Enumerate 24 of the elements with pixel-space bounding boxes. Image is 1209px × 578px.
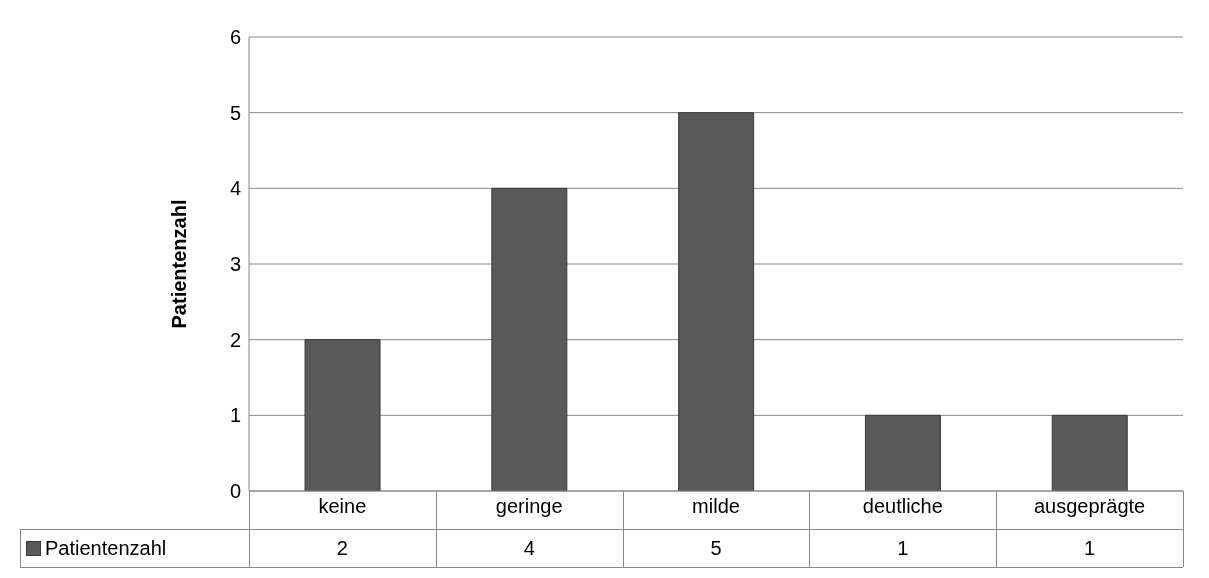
x-tick-label: ausgeprägte (1034, 495, 1146, 518)
bar (864, 414, 941, 491)
bar (678, 112, 755, 491)
y-tick-label: 1 (229, 404, 241, 427)
x-tick-label: deutliche (862, 495, 943, 518)
y-tick-label: 5 (229, 101, 241, 124)
y-axis-title: Patientenzahl (168, 199, 191, 329)
data-label: 2 (335, 535, 349, 561)
bar (1051, 414, 1128, 491)
y-tick-label: 6 (229, 26, 241, 49)
y-tick-label: 4 (229, 177, 241, 200)
data-label: 1 (896, 535, 910, 561)
x-tick-label: keine (318, 495, 367, 518)
y-tick-label: 3 (229, 253, 241, 276)
y-tick-label: 0 (229, 480, 241, 503)
y-tick-label: 2 (229, 328, 241, 351)
legend-label: Patientenzahl (45, 536, 167, 560)
bar (491, 187, 568, 491)
bar (304, 339, 381, 491)
data-label: 4 (522, 535, 536, 561)
x-tick-label: milde (692, 495, 740, 518)
data-label: 1 (1083, 535, 1097, 561)
x-tick-label: geringe (495, 495, 563, 518)
data-label: 5 (709, 535, 723, 561)
